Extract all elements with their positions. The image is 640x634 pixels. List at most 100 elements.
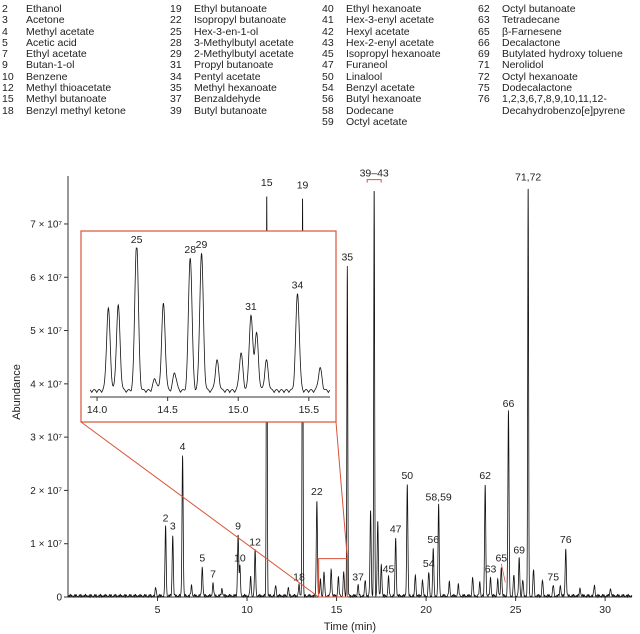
zoom-connector-line — [80, 421, 319, 598]
legend-entry: 47 Furaneol — [322, 59, 441, 72]
x-tick-label: 5 — [155, 604, 161, 616]
peak-label: 75 — [547, 571, 559, 583]
legend-peak-number: 47 — [322, 59, 334, 72]
legend-entry: 7 Ethyl acetate — [2, 48, 126, 61]
legend-entry: 39 Butyl butanoate — [170, 104, 294, 117]
x-tick-label: 10 — [241, 604, 253, 616]
legend-entry: 34 Pentyl acetate — [170, 70, 294, 83]
legend-entry: 50 Linalool — [322, 70, 441, 83]
legend-peak-number: 35 — [170, 82, 182, 95]
peak-label: 47 — [390, 523, 402, 535]
peak-label: 65 — [495, 553, 507, 565]
legend-peak-number: 3 — [2, 14, 8, 27]
legend-compound-name: Dodecane — [346, 104, 394, 117]
peak-leader-line — [500, 563, 506, 583]
legend-compound-name: Hex-3-en-1-ol — [194, 25, 259, 38]
legend-entry: 28 3-Methylbutyl acetate — [170, 36, 294, 49]
peak-label: 39–43 — [360, 168, 389, 180]
legend-peak-number: 43 — [322, 36, 334, 49]
legend-peak-number: 34 — [170, 70, 182, 83]
legend-column: 40 Ethyl hexanoate 41 Hex-3-enyl acetate 42 H… — [322, 3, 441, 128]
x-axis-label: Time (min) — [324, 621, 376, 633]
legend-compound-name: 3-Methylbutyl acetate — [194, 36, 294, 49]
legend-column: 19 Ethyl butanoate 22 Isopropyl butanoate 25… — [170, 3, 294, 117]
y-tick-label: 0 — [56, 593, 62, 604]
legend-peak-number: 15 — [2, 93, 14, 106]
inset-peak-label: 31 — [245, 301, 257, 313]
legend-peak-number: 65 — [478, 25, 490, 38]
y-tick-label: 3 × 10⁷ — [30, 433, 62, 444]
legend-compound-name: Furaneol — [346, 59, 388, 72]
legend-compound-name: Hex-3-enyl acetate — [346, 14, 435, 27]
legend-compound-name: Isopropyl hexanoate — [346, 48, 441, 61]
legend-peak-number: 66 — [478, 36, 490, 49]
legend-column: 2 Ethanol 3 Acetone 4 Methyl acetate 5 Acetic a… — [2, 3, 126, 117]
legend-compound-name: Isopropyl butanoate — [194, 14, 287, 27]
legend-entry: 12 Methyl thioacetate — [2, 82, 126, 95]
legend-compound-name: Butan-1-ol — [26, 59, 75, 72]
legend-peak-number: 76 — [478, 93, 490, 106]
legend-peak-number: 50 — [322, 70, 334, 83]
legend-peak-number: 10 — [2, 70, 14, 83]
peak-label: 12 — [249, 537, 261, 549]
legend-compound-name: Ethanol — [26, 3, 62, 15]
legend-compound-name: Benzyl acetate — [346, 82, 415, 95]
inset-chart: 14.0 14.5 15.0 15.5 25 28 29 31 34 — [80, 230, 337, 423]
legend-entry: 43 Hex-2-enyl acetate — [322, 36, 441, 49]
legend-entry: 15 Methyl butanoate — [2, 93, 126, 106]
legend-compound-name: Ethyl hexanoate — [346, 3, 422, 15]
legend-entry: 31 Propyl butanoate — [170, 59, 294, 72]
peak-label: 9 — [235, 521, 241, 533]
inset-x-tick-label: 14.0 — [87, 404, 108, 416]
legend-entry: 37 Benzaldehyde — [170, 94, 294, 106]
peak-label: 15 — [261, 177, 273, 189]
legend-entry: 58 Dodecane — [322, 104, 441, 117]
peak-label: 4 — [180, 441, 186, 453]
y-tick-label: 7 × 10⁷ — [30, 219, 62, 230]
inset-peak-label: 28 — [184, 244, 196, 256]
legend-peak-number: 71 — [478, 59, 490, 72]
y-tick-label: 6 × 10⁷ — [30, 273, 62, 284]
peak-group-bracket — [366, 179, 382, 183]
zoom-connector — [80, 421, 348, 598]
legend-entry: 25 Hex-3-en-1-ol — [170, 25, 294, 38]
legend-compound-name: Methyl thioacetate — [26, 82, 112, 95]
inset-peak-label: 29 — [196, 239, 208, 251]
legend-entry: 35 Methyl hexanoate — [170, 82, 294, 95]
chromatogram-trace — [67, 188, 633, 599]
legend-peak-number: 31 — [170, 59, 182, 72]
inset-peak-label: 34 — [292, 280, 304, 292]
y-tick-label: 4 × 10⁷ — [30, 379, 62, 390]
x-tick-label: 15 — [331, 604, 343, 616]
legend-peak-number: 5 — [2, 36, 8, 49]
legend-compound-name: Acetone — [26, 14, 65, 27]
legend-entry: 29 2-Methylbutyl acetate — [170, 48, 294, 60]
legend-column: 62 Octyl butanoate 63 Tetradecane 65 β-Farnes… — [478, 3, 625, 117]
legend-entry: 69 Butylated hydroxy toluene — [478, 48, 625, 60]
legend-compound-name: Butyl butanoate — [194, 104, 267, 117]
peak-label: 76 — [560, 534, 572, 546]
legend-compound-name: Benzene — [26, 70, 68, 83]
peak-label: 19 — [297, 180, 309, 192]
legend-entry: 18 Benzyl methyl ketone — [2, 105, 126, 117]
legend-peak-number: 2 — [2, 3, 8, 15]
legend-peak-number: 7 — [2, 48, 8, 61]
legend-peak-number: 41 — [322, 14, 334, 27]
peak-label: 58,59 — [425, 491, 451, 503]
legend-peak-number: 39 — [170, 104, 182, 117]
peak-label: 50 — [401, 470, 413, 482]
legend-peak-number: 28 — [170, 36, 182, 49]
zoom-connector-line — [335, 421, 348, 559]
inset-x-tick-label: 15.5 — [299, 404, 320, 416]
legend-peak-number: 75 — [478, 82, 490, 95]
legend-peak-number: 40 — [322, 3, 334, 15]
y-axis-label: Abundance — [11, 364, 23, 420]
legend-entry: 5 Acetic acid — [2, 36, 126, 49]
legend-compound-name: Tetradecane — [502, 14, 560, 27]
peak-label: 62 — [479, 470, 491, 482]
legend-compound-name: Octyl butanoate — [502, 3, 576, 15]
legend-compound-name: Ethyl butanoate — [194, 3, 267, 15]
peak-label: 56 — [427, 534, 439, 546]
x-tick-label: 30 — [599, 604, 611, 616]
legend-entry: 71 Nerolidol — [478, 59, 625, 72]
